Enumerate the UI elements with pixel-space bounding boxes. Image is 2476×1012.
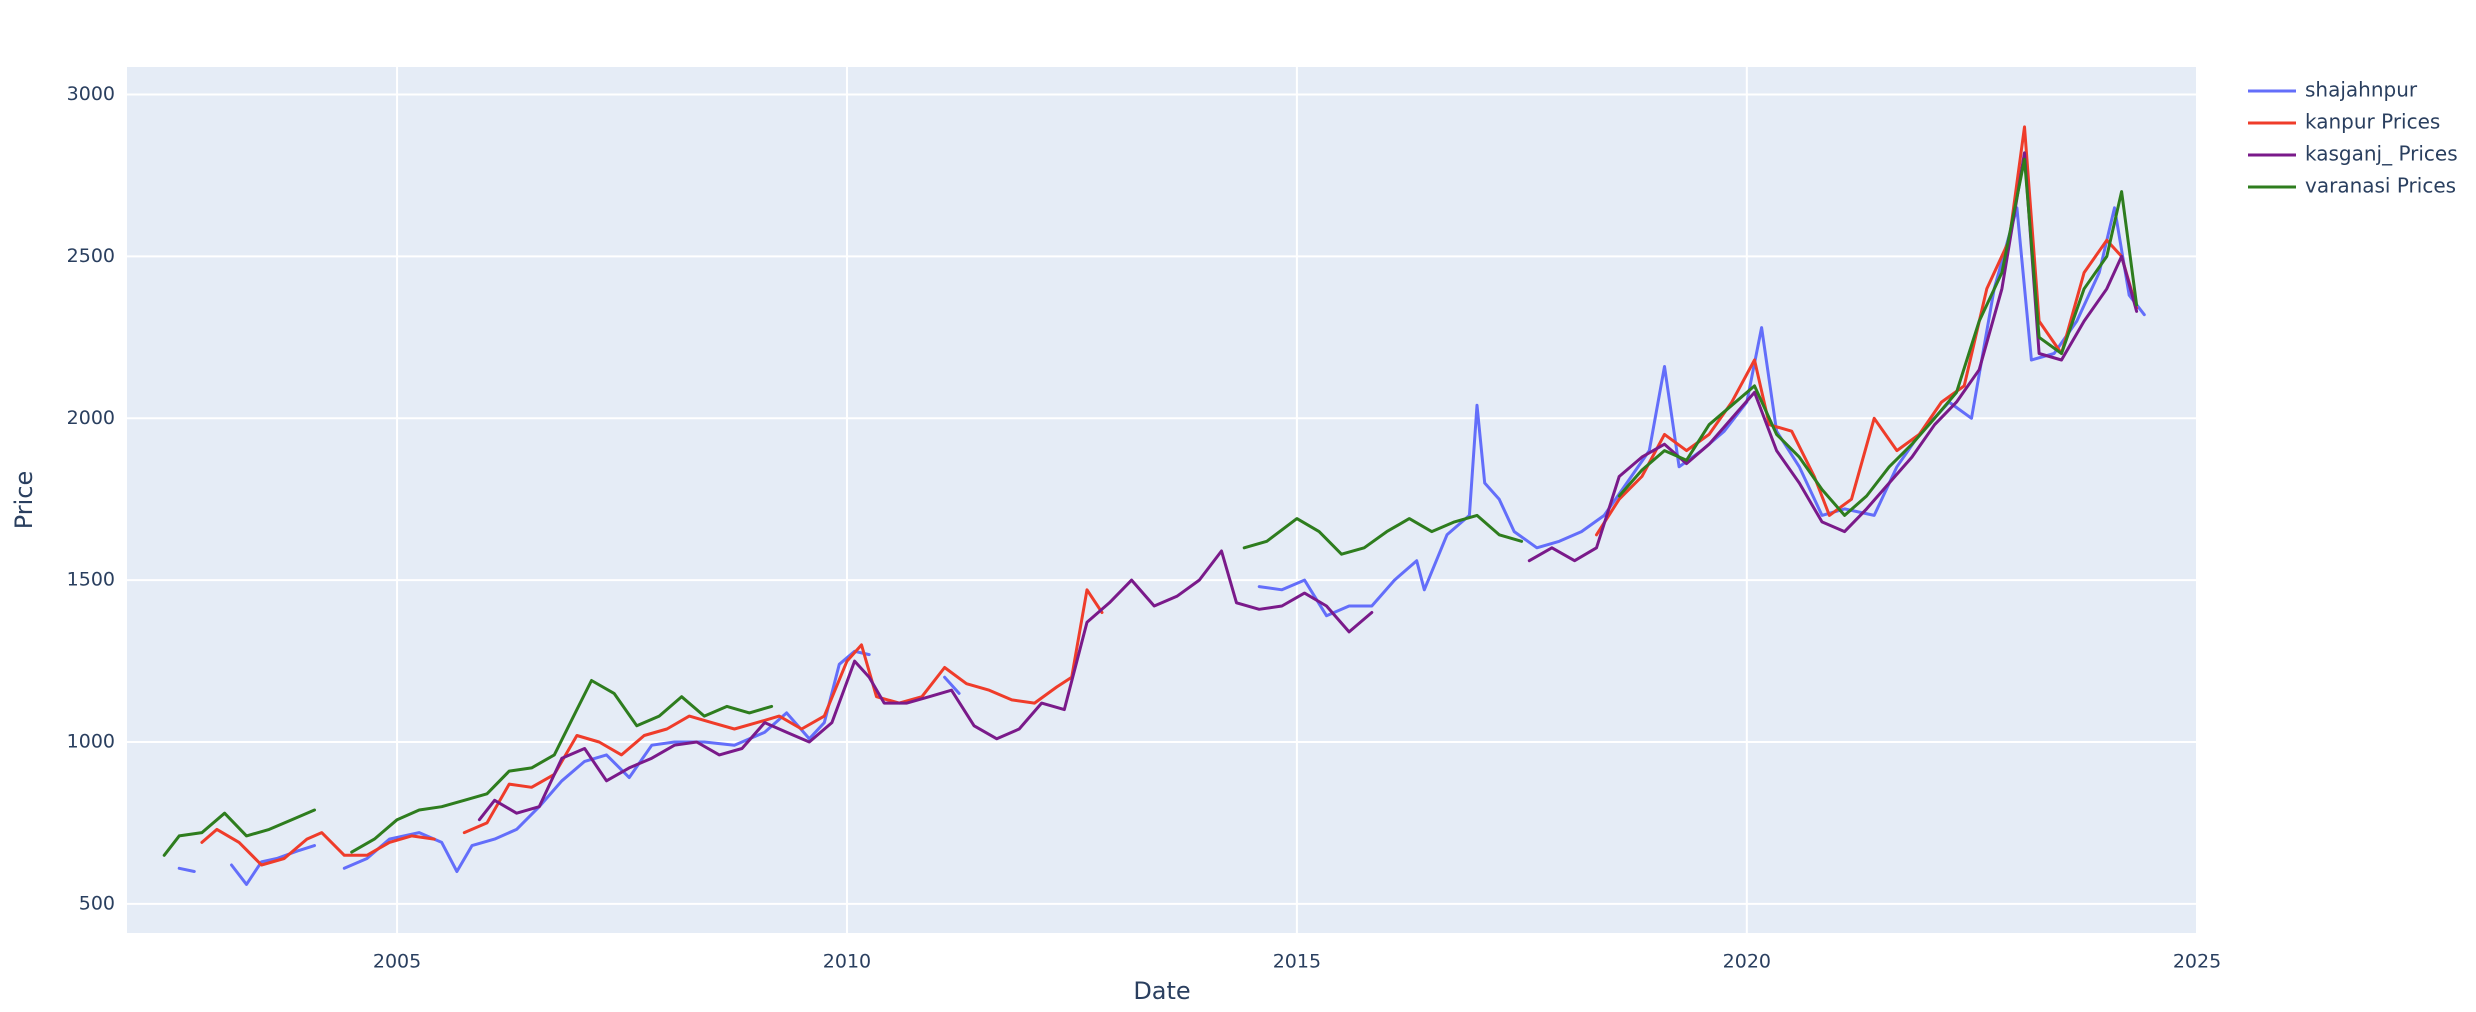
x-tick-label: 2010	[823, 951, 871, 973]
x-tick-label: 2005	[373, 951, 421, 973]
y-tick-label: 3000	[67, 83, 115, 105]
y-axis-title: Price	[10, 471, 38, 530]
series-line-4	[162, 157, 2139, 857]
y-tick-label: 2000	[67, 407, 115, 429]
series-lines	[162, 125, 2146, 886]
y-tick-label: 1000	[67, 730, 115, 752]
y-tick-labels: 500 1000 1500 2000 2500 3000	[67, 83, 115, 914]
legend-item[interactable]: kasganj_ Prices	[2248, 142, 2458, 166]
legend-label: shajahnpur	[2305, 78, 2418, 102]
y-gridlines	[127, 93, 2197, 905]
plot-background	[127, 67, 2197, 933]
legend-item[interactable]: shajahnpur	[2248, 78, 2418, 102]
x-tick-labels: 2005 2010 2015 2020 2025	[373, 951, 2221, 973]
series-line-1	[177, 206, 2146, 886]
series-line-2	[200, 125, 2139, 867]
series-line-3	[477, 151, 2139, 822]
x-gridlines	[396, 67, 2198, 933]
x-tick-label: 2020	[1723, 951, 1771, 973]
x-axis-title: Date	[1133, 977, 1190, 1005]
legend-item[interactable]: kanpur Prices	[2248, 110, 2440, 134]
x-tick-label: 2015	[1273, 951, 1321, 973]
y-tick-label: 1500	[67, 569, 115, 591]
legend-item[interactable]: varanasi Prices	[2248, 174, 2456, 198]
legend[interactable]: shajahnpur kanpur Prices kasganj_ Prices va…	[2248, 78, 2458, 198]
legend-label: kanpur Prices	[2305, 110, 2440, 134]
legend-label: kasganj_ Prices	[2305, 142, 2458, 166]
y-tick-label: 500	[79, 892, 115, 914]
legend-label: varanasi Prices	[2305, 174, 2456, 198]
y-tick-label: 2500	[67, 245, 115, 267]
x-tick-label: 2025	[2173, 951, 2221, 973]
